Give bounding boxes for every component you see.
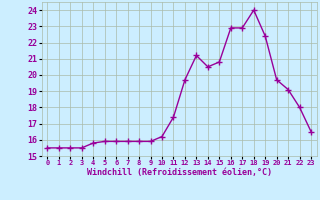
X-axis label: Windchill (Refroidissement éolien,°C): Windchill (Refroidissement éolien,°C) — [87, 168, 272, 177]
